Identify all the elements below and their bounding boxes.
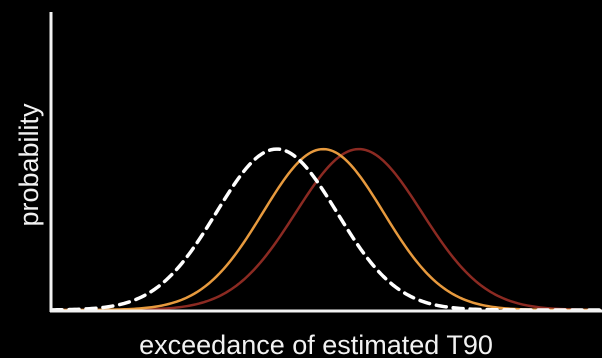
series-curve-3 <box>50 147 602 312</box>
x-axis-label: exceedance of estimated T90 <box>139 330 493 358</box>
curves-group <box>50 147 602 312</box>
series-curve-1 <box>50 147 602 312</box>
series-curve-2 <box>50 147 602 312</box>
y-axis-label: probability <box>14 103 44 227</box>
